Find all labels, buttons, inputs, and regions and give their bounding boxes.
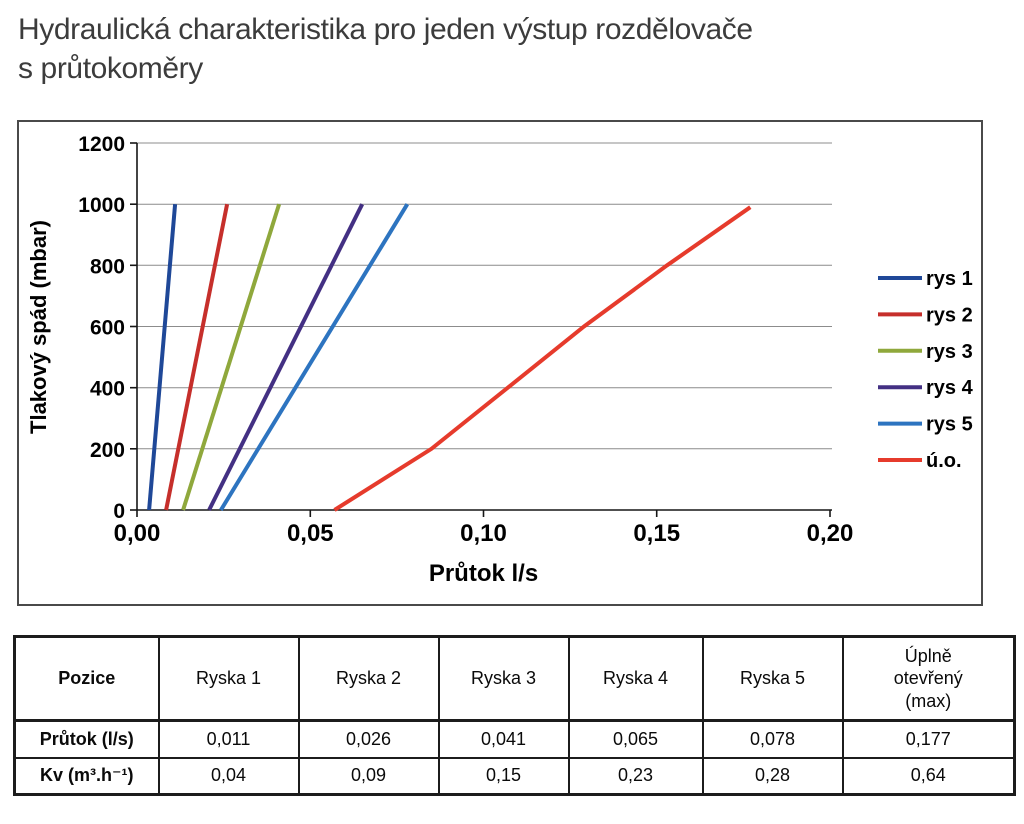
- y-tick-label-800: 800: [90, 255, 125, 278]
- line-chart: 0 200 400 600 800 1000 1200 0,00 0,05 0,10 0,15 0,2…: [78, 133, 974, 547]
- x-tick-label-2: 0,10: [460, 520, 507, 547]
- x-tick-label-1: 0,05: [287, 520, 334, 547]
- chart-panel: 0 200 400 600 800 1000 1200 0,00 0,05 0,10 0,15 0,2…: [17, 120, 983, 606]
- y-tick-label-0: 0: [113, 500, 125, 523]
- series-line-o: [333, 205, 752, 512]
- x-axis-title: Průtok l/s: [428, 560, 539, 587]
- table-cell-0-3: 0,065: [567, 719, 704, 759]
- legend-label-3: rys 4: [926, 377, 974, 399]
- legend-label-2: rys 3: [926, 341, 973, 363]
- x-tick-label-3: 0,15: [633, 520, 680, 547]
- table-cell-0-5: 0,177: [841, 719, 1016, 759]
- column-header-0: Pozice: [13, 635, 160, 722]
- legend-label-1: rys 2: [926, 304, 973, 326]
- x-tick-label-4: 0,20: [807, 520, 854, 547]
- x-tick-label-0: 0,00: [114, 520, 161, 547]
- y-tick-label-400: 400: [90, 378, 125, 401]
- legend-label-0: rys 1: [926, 268, 973, 290]
- table-row-1: Kv (m³.h⁻¹) 0,04 0,09 0,15 0,23 0,28 0,64: [13, 756, 1016, 796]
- column-header-1: Ryska 1: [157, 635, 300, 722]
- y-tick-label-1200: 1200: [78, 133, 125, 156]
- y-tick-label-200: 200: [90, 439, 125, 462]
- series-line-rys-3: [181, 203, 282, 511]
- row-label-0: Průtok (l/s): [13, 719, 160, 759]
- series-line-rys-4: [207, 203, 364, 511]
- column-header-5: Ryska 5: [701, 635, 844, 722]
- legend-label-4: rys 5: [926, 414, 973, 436]
- table-cell-0-2: 0,041: [437, 719, 570, 759]
- table-cell-0-1: 0,026: [297, 719, 440, 759]
- page-title: Hydraulická charakteristika pro jeden vý…: [18, 13, 753, 85]
- table-row-0: Průtok (l/s) 0,011 0,026 0,041 0,065 0,078 0,1…: [13, 719, 1016, 759]
- row-label-1: Kv (m³.h⁻¹): [13, 756, 160, 796]
- column-header-3: Ryska 3: [437, 635, 570, 722]
- series-line-rys-5: [219, 203, 410, 512]
- column-header-2: Ryska 2: [297, 635, 440, 722]
- table-cell-0-0: 0,011: [157, 719, 300, 759]
- y-tick-label-1000: 1000: [78, 194, 125, 217]
- column-header-6: Úplně otevřený (max): [841, 635, 1016, 722]
- y-axis-title: Tlakový spád (mbar): [26, 220, 51, 434]
- table-cell-1-3: 0,23: [567, 756, 704, 796]
- table-cell-1-1: 0,09: [297, 756, 440, 796]
- y-tick-label-600: 600: [90, 317, 125, 340]
- table-cell-1-0: 0,04: [157, 756, 300, 796]
- table-cell-0-4: 0,078: [701, 719, 844, 759]
- series-line-rys-1: [147, 204, 178, 511]
- flow-data-table: Pozice Ryska 1 Ryska 2 Ryska 3 Ryska 4 Ryska …: [13, 635, 1016, 796]
- table-header-row: Pozice Ryska 1 Ryska 2 Ryska 3 Ryska 4 Ryska …: [13, 635, 1016, 722]
- table-cell-1-5: 0,64: [841, 756, 1016, 796]
- table-cell-1-4: 0,28: [701, 756, 844, 796]
- series-line-rys-2: [164, 203, 230, 511]
- table-cell-1-2: 0,15: [437, 756, 570, 796]
- column-header-4: Ryska 4: [567, 635, 704, 722]
- legend-label-5: ú.o.: [926, 450, 962, 472]
